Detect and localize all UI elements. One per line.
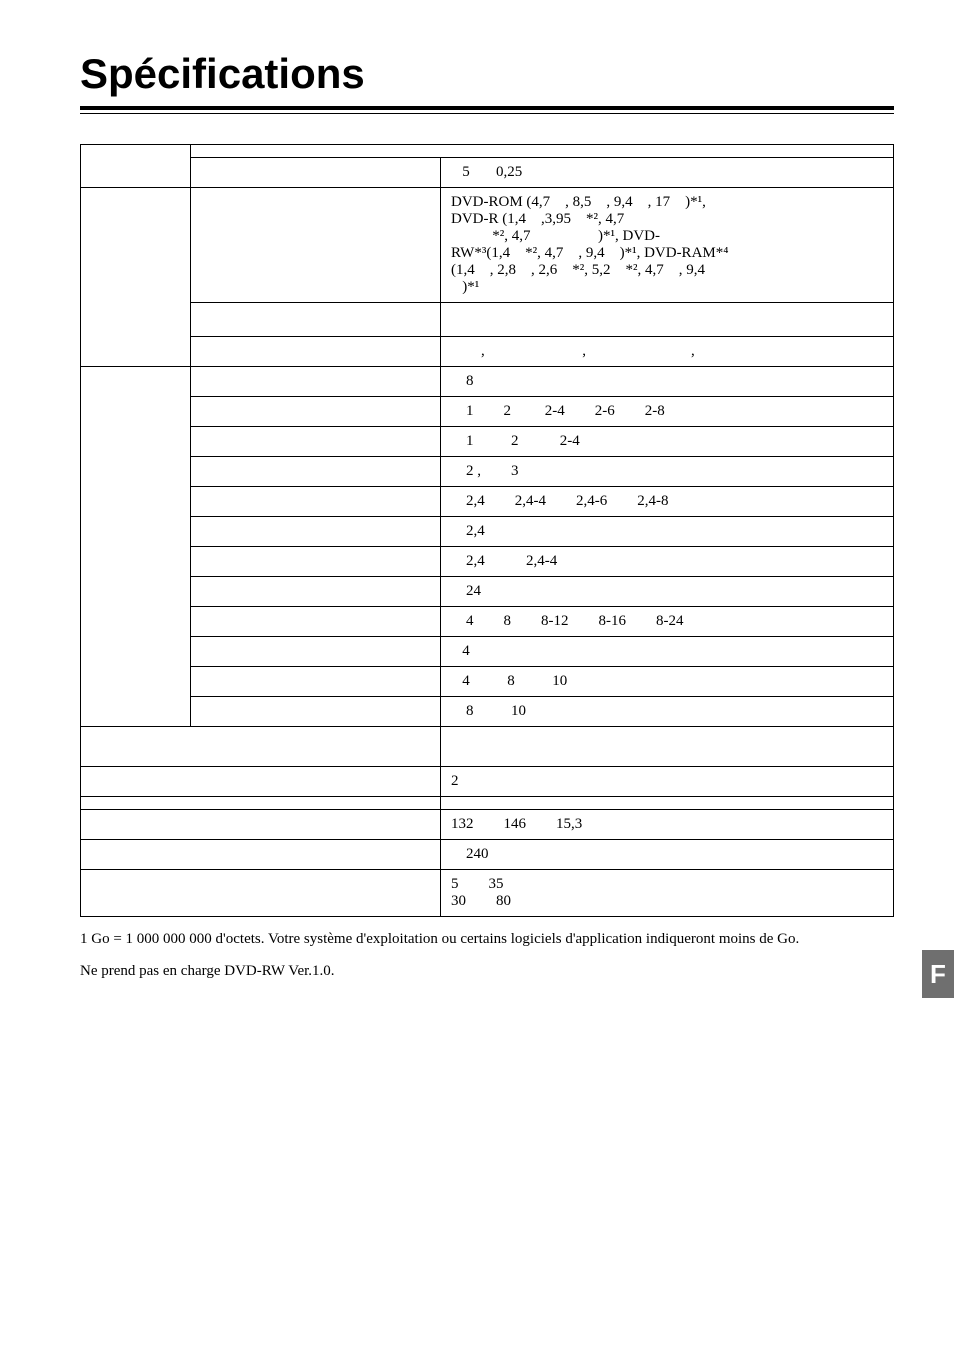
rowlabel	[191, 577, 441, 607]
blank-cell	[441, 303, 894, 337]
rowlabel	[81, 797, 441, 810]
table-row: 2,4	[441, 517, 894, 547]
rowlabel	[191, 517, 441, 547]
table-row: 2 , 3	[441, 457, 894, 487]
table-row: 1 2 2-4 2-6 2-8	[441, 397, 894, 427]
media-cell: DVD-ROM (4,7 , 8,5 , 9,4 , 17 )*¹, DVD-R…	[441, 188, 894, 303]
rowlabel	[191, 427, 441, 457]
rowlabel	[191, 607, 441, 637]
rowlabel	[191, 188, 441, 303]
table-row: 2,4 2,4-4 2,4-6 2,4-8	[441, 487, 894, 517]
table-row: 2,4 2,4-4	[441, 547, 894, 577]
page-title: Spécifications	[80, 50, 894, 98]
laser-cell: 5 0,25	[441, 158, 894, 188]
rowlabel	[81, 810, 441, 840]
footnote-1: 1 Go = 1 000 000 000 d'octets. Votre sys…	[80, 931, 894, 948]
rowlabel	[191, 667, 441, 697]
table-row: 4	[441, 637, 894, 667]
blank-cell	[441, 727, 894, 767]
rowlabel	[191, 145, 894, 158]
rowlabel	[191, 303, 441, 337]
rowlabel	[191, 637, 441, 667]
table-row: 24	[441, 577, 894, 607]
title-rule	[80, 106, 894, 114]
table-row: 4 8 10	[441, 667, 894, 697]
rowlabel	[81, 767, 441, 797]
rowlabel	[81, 870, 441, 917]
spec-table: 5 0,25 DVD-ROM (4,7 , 8,5 , 9,4 , 17 )*¹…	[80, 144, 894, 917]
table-row: 4 8 8-12 8-16 8-24	[441, 607, 894, 637]
table-row: 8	[441, 367, 894, 397]
weight-cell: 240	[441, 840, 894, 870]
rowlabel	[191, 547, 441, 577]
rowlabel	[191, 457, 441, 487]
rowlabel	[81, 145, 191, 188]
two-cell: 2	[441, 767, 894, 797]
table-row: 8 10	[441, 697, 894, 727]
temp-cell: 5 35 30 80	[441, 870, 894, 917]
rowlabel	[191, 158, 441, 188]
side-tab-f: F	[922, 950, 954, 998]
rowlabel	[81, 367, 191, 727]
table-row: 1 2 2-4	[441, 427, 894, 457]
rowlabel	[191, 487, 441, 517]
rowlabel	[81, 188, 191, 367]
blank-cell	[441, 797, 894, 810]
rowlabel	[81, 727, 441, 767]
dims-cell: 132 146 15,3	[441, 810, 894, 840]
rowlabel	[191, 397, 441, 427]
rowlabel	[81, 840, 441, 870]
footnote-2: Ne prend pas en charge DVD-RW Ver.1.0.	[80, 963, 894, 980]
rowlabel	[191, 337, 441, 367]
commas-cell: , , ,	[441, 337, 894, 367]
rowlabel	[191, 697, 441, 727]
rowlabel	[191, 367, 441, 397]
